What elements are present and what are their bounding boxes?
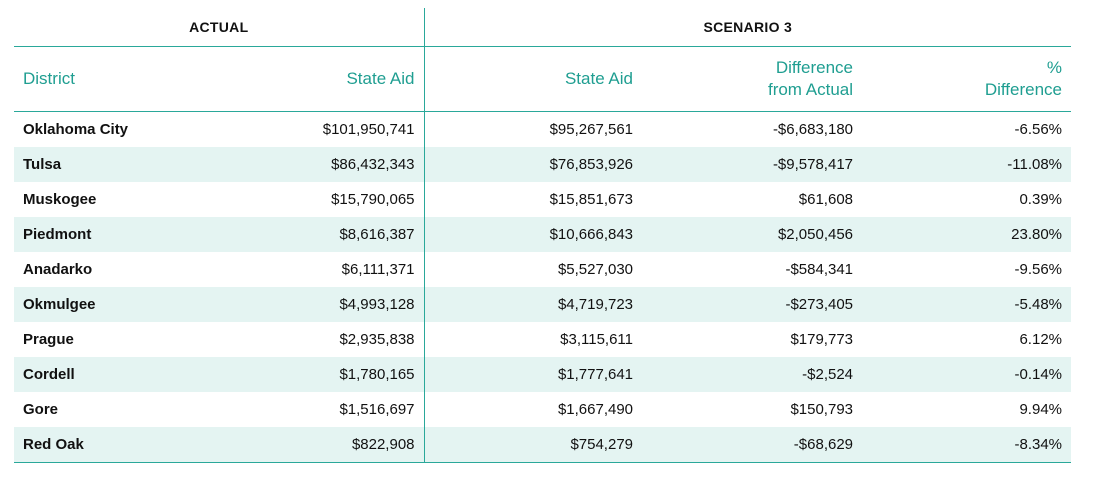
column-header-row: District State Aid State Aid Difference …: [14, 46, 1072, 112]
cell-state-aid-actual: $101,950,741: [224, 111, 425, 147]
cell-state-aid-actual: $1,780,165: [224, 357, 425, 392]
cell-state-aid-actual: $86,432,343: [224, 147, 425, 182]
cell-district: Prague: [23, 331, 74, 348]
column-header-difference-line2: from Actual: [767, 80, 854, 99]
cell-pct-difference: 6.12%: [1019, 331, 1063, 348]
table-row: Gore $1,516,697 $1,667,490 $150,793 9.94…: [14, 392, 1071, 427]
cell-state-aid-actual: $6,111,371: [224, 252, 425, 287]
table-row: Oklahoma City $101,950,741 $95,267,561 -…: [14, 111, 1071, 147]
table-row: Prague $2,935,838 $3,115,611 $179,773 6.…: [14, 322, 1071, 357]
cell-district: Red Oak: [14, 427, 224, 463]
column-header-state-aid-actual: State Aid: [224, 46, 425, 112]
cell-difference: $2,050,456: [642, 217, 863, 252]
state-aid-comparison-table: ACTUAL SCENARIO 3 District State Aid Sta…: [14, 8, 1072, 463]
cell-district: Anadarko: [23, 261, 93, 278]
cell-pct-difference: 9.94%: [1019, 401, 1063, 418]
cell-state-aid-actual: $15,790,065: [224, 182, 425, 217]
table-row: Red Oak $822,908 $754,279 -$68,629 -8.34…: [14, 427, 1072, 463]
cell-district: Muskogee: [23, 191, 97, 208]
cell-district: Gore: [23, 401, 59, 418]
cell-pct-difference: -9.56%: [1014, 261, 1063, 278]
cell-difference: -$6,683,180: [772, 121, 854, 138]
cell-pct-difference: 23.80%: [862, 217, 1072, 252]
cell-difference: $179,773: [790, 331, 854, 348]
cell-pct-difference: -0.14%: [862, 357, 1072, 392]
cell-state-aid-actual: $4,993,128: [224, 287, 425, 322]
cell-state-aid-scenario: $95,267,561: [549, 121, 634, 138]
cell-district: Piedmont: [14, 217, 224, 252]
table-body: Oklahoma City $101,950,741 $95,267,561 -…: [14, 111, 1072, 463]
group-header-actual: ACTUAL: [14, 8, 425, 47]
cell-difference: -$68,629: [642, 427, 863, 463]
cell-state-aid-scenario: $10,666,843: [424, 217, 643, 252]
cell-state-aid-scenario: $15,851,673: [549, 191, 634, 208]
cell-district: Cordell: [14, 357, 224, 392]
cell-state-aid-scenario: $76,853,926: [424, 147, 643, 182]
cell-district: Oklahoma City: [23, 121, 129, 138]
cell-pct-difference: -11.08%: [862, 147, 1072, 182]
table-row: Okmulgee $4,993,128 $4,719,723 -$273,405…: [14, 287, 1072, 322]
cell-state-aid-actual: $1,516,697: [224, 392, 425, 427]
column-header-district: District: [14, 46, 224, 112]
cell-district: Tulsa: [14, 147, 224, 182]
state-aid-table-container: ACTUAL SCENARIO 3 District State Aid Sta…: [14, 8, 1072, 463]
cell-difference: -$584,341: [785, 261, 854, 278]
column-header-pct-line1: %: [1046, 58, 1063, 77]
cell-difference: -$9,578,417: [642, 147, 863, 182]
cell-state-aid-actual: $2,935,838: [224, 322, 425, 357]
group-header-row: ACTUAL SCENARIO 3: [14, 8, 1072, 47]
cell-difference: $61,608: [798, 191, 854, 208]
column-header-pct-line2: Difference: [984, 80, 1063, 99]
cell-pct-difference: -8.34%: [862, 427, 1072, 463]
cell-state-aid-scenario: $3,115,611: [560, 331, 634, 348]
cell-difference: $150,793: [790, 401, 854, 418]
column-header-state-aid-scenario: State Aid: [424, 46, 643, 112]
cell-difference: -$273,405: [642, 287, 863, 322]
table-row: Piedmont $8,616,387 $10,666,843 $2,050,4…: [14, 217, 1072, 252]
cell-state-aid-scenario: $5,527,030: [557, 261, 634, 278]
table-row: Tulsa $86,432,343 $76,853,926 -$9,578,41…: [14, 147, 1072, 182]
group-header-scenario: SCENARIO 3: [424, 8, 1072, 47]
cell-state-aid-scenario: $1,667,490: [557, 401, 634, 418]
column-header-difference-line1: Difference: [775, 58, 854, 77]
cell-state-aid-scenario: $754,279: [424, 427, 643, 463]
table-row: Muskogee $15,790,065 $15,851,673 $61,608…: [14, 182, 1071, 217]
cell-pct-difference: -6.56%: [1014, 121, 1063, 138]
table-row: Anadarko $6,111,371 $5,527,030 -$584,341…: [14, 252, 1071, 287]
table-row: Cordell $1,780,165 $1,777,641 -$2,524 -0…: [14, 357, 1072, 392]
cell-district: Okmulgee: [14, 287, 224, 322]
cell-state-aid-actual: $8,616,387: [224, 217, 425, 252]
cell-pct-difference: -5.48%: [862, 287, 1072, 322]
cell-pct-difference: 0.39%: [1019, 191, 1063, 208]
cell-state-aid-actual: $822,908: [224, 427, 425, 463]
column-header-pct-difference: % Difference: [862, 46, 1072, 112]
column-header-difference: Difference from Actual: [642, 46, 863, 112]
cell-state-aid-scenario: $4,719,723: [424, 287, 643, 322]
cell-difference: -$2,524: [642, 357, 863, 392]
cell-state-aid-scenario: $1,777,641: [424, 357, 643, 392]
